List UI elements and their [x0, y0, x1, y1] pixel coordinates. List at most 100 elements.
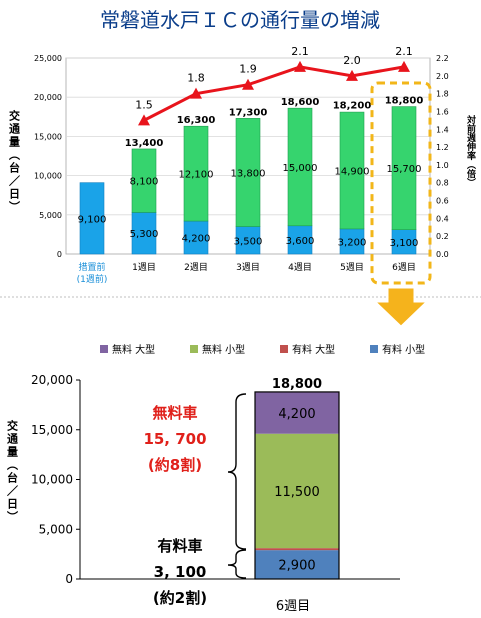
legend-swatch [280, 345, 288, 353]
growth-marker [190, 87, 202, 99]
top-x-tick: 措置前 [78, 261, 105, 273]
top-x-axis: 措置前 1週目 2週目 3週目 4週目 5週目 6週目 (1週前) [77, 261, 416, 285]
top-bar-free [391, 106, 417, 230]
top-y-tick: 10,000 [34, 172, 62, 181]
stack-segment-label: 2,900 [278, 559, 315, 574]
growth-line: 1.5 1.8 1.9 2.1 2.0 2.1 [135, 45, 413, 126]
top-bar-toll-label: 3,600 [286, 236, 315, 247]
top-y-tick: 20,000 [34, 93, 62, 102]
top-bar-toll-label: 9,100 [78, 214, 107, 225]
top-y2-tick: 2.0 [436, 72, 449, 81]
toll-annotation-value: 3, 100 [154, 563, 207, 581]
stack-segment-label: 11,500 [274, 485, 320, 500]
top-y2-tick: 1.0 [436, 161, 449, 170]
top-y2-axis-title: 対前週伸率（倍） [465, 114, 477, 187]
top-bar-free-label: 14,900 [335, 167, 370, 178]
top-bar-total-label: 18,800 [385, 96, 424, 107]
top-y-tick: 15,000 [34, 132, 62, 141]
top-bar-toll-label: 3,500 [234, 236, 263, 247]
growth-line-path [143, 65, 405, 122]
top-bar-free [131, 148, 157, 213]
top-chart: 0 5,000 10,000 15,000 20,000 25,000 0.0 0.2 0.4… [8, 45, 477, 285]
toll-annotation-share: (約2割) [153, 589, 207, 607]
legend-label: 無料 大型 [112, 343, 155, 356]
top-bar-toll-label: 5,300 [130, 229, 159, 240]
growth-marker [294, 60, 306, 72]
growth-label: 2.0 [343, 54, 361, 67]
top-bar-free [287, 107, 313, 227]
top-y-tick: 0 [57, 250, 62, 259]
top-bar-total-label: 13,400 [125, 138, 164, 149]
top-bar-toll [235, 226, 261, 255]
bottom-y-axis: 0 5,000 10,000 15,000 20,000 [31, 373, 80, 586]
top-y2-axis: 0.0 0.2 0.4 0.6 0.8 1.0 1.2 1.4 1.6 1.8 2.0 2.2 [436, 54, 449, 259]
top-bar-free-label: 8,100 [130, 177, 159, 188]
top-bar-free [235, 118, 261, 227]
top-bar-free-label: 15,000 [283, 163, 318, 174]
stack-segment-label: 4,200 [278, 407, 315, 422]
growth-label: 2.1 [395, 45, 413, 58]
top-y2-tick: 1.2 [436, 143, 449, 152]
legend-swatch [190, 345, 198, 353]
stack-segment [255, 550, 339, 579]
growth-marker [398, 60, 410, 72]
top-y2-tick: 0.8 [436, 179, 449, 188]
top-bar-toll-label: 3,200 [338, 237, 367, 248]
bottom-y-tick: 20,000 [31, 373, 73, 387]
growth-label: 1.8 [187, 72, 205, 85]
toll-brace [227, 549, 247, 579]
growth-label: 1.5 [135, 98, 153, 111]
growth-marker [346, 69, 358, 81]
bottom-chart: 無料 大型 無料 小型 有料 大型 有料 小型 0 5,000 10,000 15,000 2… [6, 343, 426, 614]
legend-swatch [100, 345, 108, 353]
top-y2-tick: 0.4 [436, 214, 449, 223]
top-x-tick: 1週目 [132, 262, 156, 273]
top-x-tick: 4週目 [288, 262, 312, 273]
legend-label: 有料 大型 [292, 343, 335, 356]
page-title: 常磐道水戸ＩＣの通行量の増減 [100, 8, 380, 32]
top-bar-toll [183, 220, 209, 255]
stack-total-label: 18,800 [272, 377, 322, 392]
top-y2-tick: 2.2 [436, 54, 449, 63]
stack-segment [255, 391, 339, 434]
top-x-tick: 3週目 [236, 262, 260, 273]
top-bar-toll-label: 3,100 [390, 238, 419, 249]
top-bar-free [339, 111, 365, 230]
top-bar-toll-label: 4,200 [182, 234, 211, 245]
top-bar-total-label: 18,200 [333, 100, 372, 111]
top-y-tick: 5,000 [39, 211, 62, 220]
top-y2-tick: 0.0 [436, 250, 449, 259]
bottom-x-label: 6週目 [276, 599, 310, 614]
growth-label: 1.9 [239, 63, 257, 76]
free-annotation-value: 15, 700 [143, 430, 206, 448]
top-y-axis-title: 交通量（台／日） [8, 109, 22, 214]
top-y-tick: 25,000 [34, 54, 62, 63]
top-bar-toll [391, 229, 417, 255]
top-x-tick: 2週目 [184, 262, 208, 273]
bottom-y-tick: 5,000 [39, 522, 73, 536]
legend-swatch [370, 345, 378, 353]
top-bar-toll [131, 212, 157, 255]
down-arrow-icon [374, 287, 428, 327]
legend: 無料 大型 無料 小型 有料 大型 有料 小型 [100, 343, 425, 356]
growth-label: 2.1 [291, 45, 309, 58]
top-y2-tick: 1.6 [436, 107, 449, 116]
growth-marker [242, 78, 254, 90]
stack-outline [254, 391, 340, 580]
legend-label: 無料 小型 [202, 343, 245, 356]
top-x-subtick: (1週前) [77, 273, 108, 285]
highlight-box [370, 81, 432, 285]
top-bar-toll [79, 182, 105, 255]
top-bar-free [183, 125, 209, 222]
toll-annotation-name: 有料車 [157, 537, 202, 555]
top-y2-tick: 1.8 [436, 90, 449, 99]
bottom-y-axis-title: 交通量（台／日） [6, 419, 20, 524]
top-bar-free-label: 13,800 [231, 168, 266, 179]
top-x-tick: 6週目 [392, 262, 416, 273]
top-bar-total-label: 18,600 [281, 97, 320, 108]
top-y2-tick: 1.4 [436, 125, 449, 134]
stack-segment [255, 548, 339, 551]
stack-segment [255, 433, 339, 549]
free-brace [227, 393, 247, 550]
